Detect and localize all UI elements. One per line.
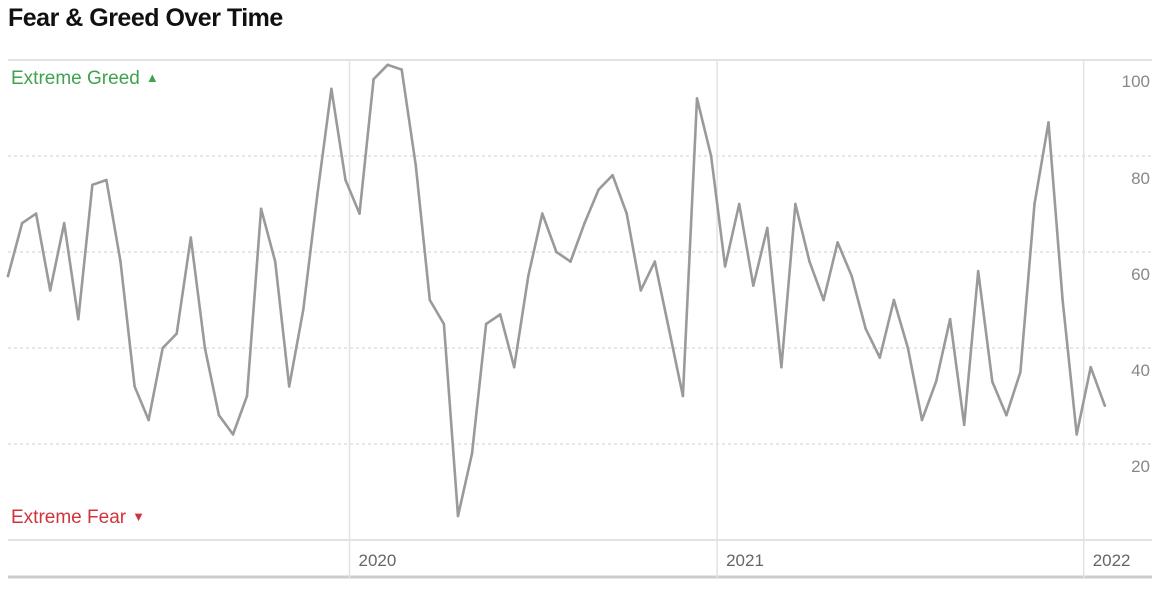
data-point — [34, 212, 38, 215]
data-point — [203, 346, 207, 350]
data-point — [48, 289, 52, 292]
data-point — [611, 173, 614, 177]
data-point — [484, 322, 488, 326]
data-point — [217, 413, 221, 417]
chart-title: Fear & Greed Over Time — [8, 4, 283, 32]
data-point — [1047, 121, 1050, 124]
data-point — [287, 385, 291, 388]
y-tick-label: 80 — [1131, 169, 1150, 188]
x-tick-label: 2022 — [1093, 551, 1131, 570]
data-point — [639, 289, 643, 292]
data-point — [541, 212, 544, 215]
data-point — [948, 317, 952, 321]
data-point — [77, 317, 80, 321]
data-point — [892, 298, 896, 302]
data-point — [91, 183, 94, 187]
data-point — [1005, 413, 1008, 417]
data-point — [695, 97, 699, 100]
data-point — [794, 202, 797, 206]
data-point — [414, 164, 418, 167]
extreme-fear-label: Extreme Fear ▼ — [11, 507, 145, 528]
data-point — [442, 322, 446, 326]
data-point — [625, 212, 628, 215]
data-point — [1061, 298, 1064, 302]
data-point — [878, 356, 882, 359]
data-points — [6, 63, 1107, 518]
data-point — [133, 385, 136, 388]
data-point — [569, 260, 572, 263]
data-point — [780, 365, 783, 369]
data-point — [822, 298, 825, 302]
data-point — [850, 274, 853, 278]
data-point — [737, 202, 741, 206]
triangle-down-icon: ▼ — [132, 509, 145, 524]
fear-greed-line — [6, 63, 1107, 518]
data-point — [709, 154, 713, 158]
data-point — [358, 212, 361, 215]
data-point — [836, 241, 839, 244]
data-point — [1089, 365, 1092, 369]
data-point — [583, 221, 586, 225]
data-point — [906, 346, 910, 350]
data-point — [6, 274, 10, 278]
data-point — [681, 394, 685, 398]
data-point — [752, 284, 755, 287]
data-point — [653, 260, 657, 263]
data-point — [316, 193, 319, 196]
x-tick-label: 2021 — [726, 551, 764, 570]
data-point — [456, 514, 460, 518]
data-point — [175, 332, 178, 335]
y-tick-label: 100 — [1122, 72, 1150, 91]
data-point — [400, 68, 404, 71]
data-point — [330, 87, 333, 91]
data-point — [161, 346, 164, 350]
data-point — [231, 433, 235, 436]
data-point — [555, 250, 558, 254]
data-point — [976, 269, 980, 273]
data-point — [147, 418, 150, 422]
data-point — [372, 77, 375, 81]
data-point — [189, 236, 193, 239]
data-point — [20, 221, 24, 225]
data-point — [119, 260, 122, 263]
axis-ticks: 20 40 60 80 100 2020 2021 2022 — [358, 72, 1150, 570]
data-point — [527, 274, 530, 278]
data-point — [962, 423, 966, 427]
data-point — [245, 394, 249, 398]
data-point — [386, 63, 390, 67]
data-point — [766, 226, 769, 230]
data-point — [1103, 404, 1107, 407]
data-point — [723, 265, 727, 268]
data-point — [667, 327, 671, 331]
data-point — [273, 260, 277, 263]
data-point — [934, 380, 938, 383]
grid — [8, 59, 1152, 579]
y-tick-label: 60 — [1131, 265, 1150, 284]
data-point — [470, 452, 474, 455]
data-point — [1033, 202, 1036, 206]
data-point — [62, 221, 66, 225]
data-point — [498, 313, 502, 316]
data-point — [808, 260, 811, 263]
data-point — [105, 178, 108, 182]
x-tick-label: 2020 — [358, 551, 396, 570]
data-point — [302, 308, 305, 311]
data-point — [1075, 433, 1078, 436]
data-point — [920, 418, 924, 422]
data-point — [991, 380, 994, 383]
extreme-greed-label: Extreme Greed ▲ — [11, 68, 159, 89]
y-tick-label: 20 — [1131, 457, 1150, 476]
data-point — [428, 298, 432, 302]
data-point — [1019, 370, 1022, 374]
data-point — [344, 178, 347, 182]
data-point — [597, 188, 600, 191]
y-tick-label: 40 — [1131, 361, 1150, 380]
triangle-up-icon: ▲ — [145, 70, 159, 85]
data-point — [512, 365, 516, 369]
data-point — [864, 327, 867, 331]
data-point — [259, 207, 263, 211]
